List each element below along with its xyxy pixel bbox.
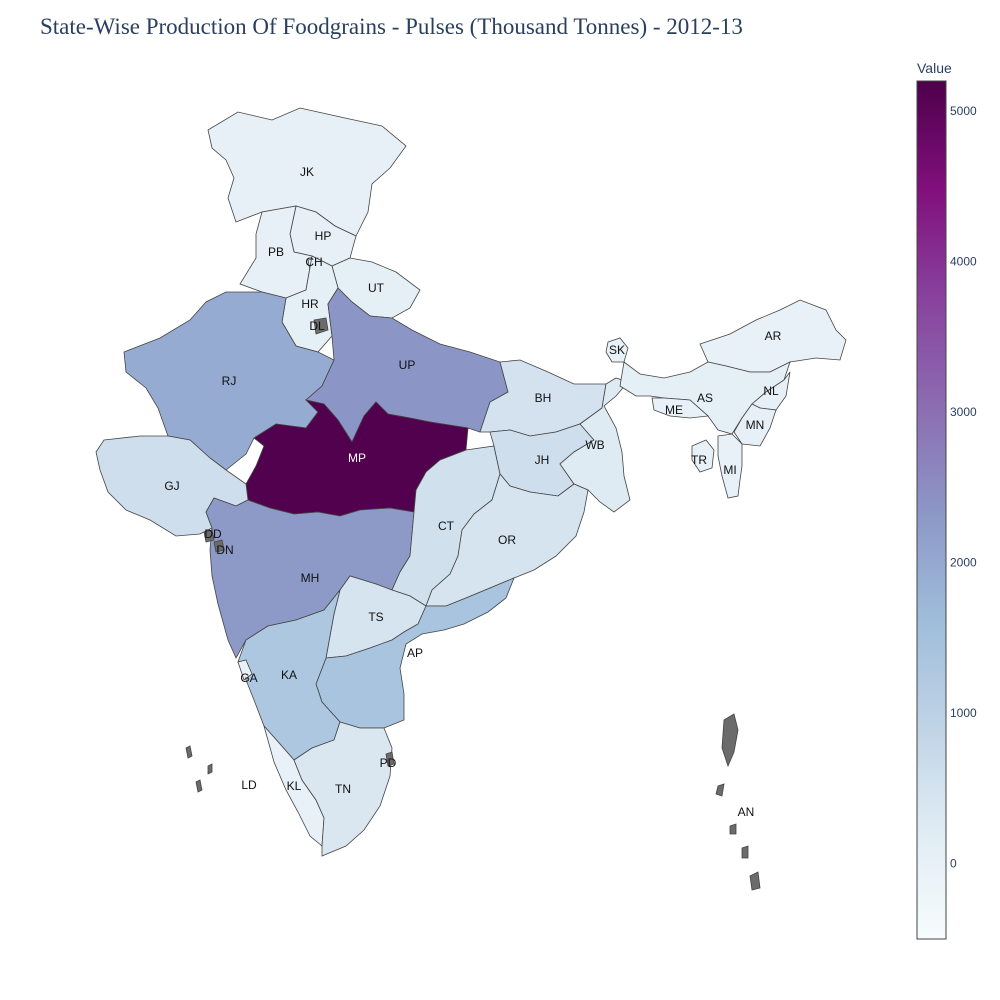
state-label-UP: UP	[399, 358, 416, 372]
state-label-GJ: GJ	[164, 479, 179, 493]
state-label-AS: AS	[697, 391, 713, 405]
state-ME[interactable]	[651, 397, 709, 419]
state-label-WB: WB	[585, 438, 604, 452]
state-label-MN: MN	[746, 418, 765, 432]
state-label-SK: SK	[609, 343, 625, 357]
colorbar-title: Value	[917, 60, 952, 76]
state-label-AR: AR	[765, 329, 782, 343]
state-label-MP: MP	[348, 451, 366, 465]
state-label-JK: JK	[300, 165, 314, 179]
state-label-CT: CT	[438, 519, 455, 533]
state-DN[interactable]	[213, 539, 225, 553]
state-label-DN: DN	[216, 543, 233, 557]
state-label-DL: DL	[309, 319, 325, 333]
state-label-TN: TN	[335, 782, 351, 796]
state-label-MH: MH	[301, 571, 320, 585]
state-PD[interactable]	[385, 751, 395, 767]
state-LD[interactable]	[185, 745, 213, 793]
state-label-HP: HP	[315, 229, 332, 243]
state-label-PB: PB	[268, 245, 284, 259]
state-label-TS: TS	[368, 610, 383, 624]
state-label-UT: UT	[368, 281, 385, 295]
state-DL[interactable]	[313, 317, 329, 335]
colorbar-gradient	[916, 80, 947, 940]
state-label-BH: BH	[535, 391, 552, 405]
state-label-MI: MI	[723, 463, 736, 477]
colorbar-tick-label: 1000	[950, 706, 977, 720]
state-label-LD: LD	[241, 778, 257, 792]
state-label-RJ: RJ	[222, 374, 237, 388]
state-label-AP: AP	[407, 646, 423, 660]
state-label-CH: CH	[305, 255, 322, 269]
colorbar: 0 1000 2000 3000 4000 5000	[916, 80, 977, 940]
state-label-DD: DD	[204, 527, 222, 541]
chart-title: State-Wise Production Of Foodgrains - Pu…	[40, 14, 743, 39]
state-label-NL: NL	[763, 384, 779, 398]
state-label-JH: JH	[535, 453, 550, 467]
state-label-KA: KA	[281, 668, 297, 682]
state-AN[interactable]	[715, 713, 761, 891]
colorbar-tick-label: 3000	[950, 405, 977, 419]
state-MI[interactable]	[717, 433, 743, 499]
state-WB[interactable]	[559, 377, 631, 513]
state-label-OR: OR	[498, 533, 516, 547]
state-label-TR: TR	[691, 453, 707, 467]
colorbar-tick-label: 2000	[950, 556, 977, 570]
state-RJ[interactable]	[123, 291, 335, 471]
state-label-AN: AN	[738, 805, 755, 819]
state-MN[interactable]	[733, 403, 777, 447]
state-OR[interactable]	[425, 473, 589, 607]
state-DD[interactable]	[203, 529, 215, 543]
colorbar-tick-label: 5000	[950, 104, 977, 118]
state-TR[interactable]	[691, 439, 715, 473]
state-TN[interactable]	[293, 721, 393, 857]
state-label-ME: ME	[665, 403, 683, 417]
colorbar-tick-label: 4000	[950, 255, 977, 269]
colorbar-tick-label: 0	[950, 857, 957, 871]
state-GA[interactable]	[237, 659, 253, 681]
state-label-HR: HR	[301, 297, 319, 311]
state-label-KL: KL	[287, 779, 302, 793]
state-label-GA: GA	[240, 671, 257, 685]
state-label-PD: PD	[380, 756, 397, 770]
